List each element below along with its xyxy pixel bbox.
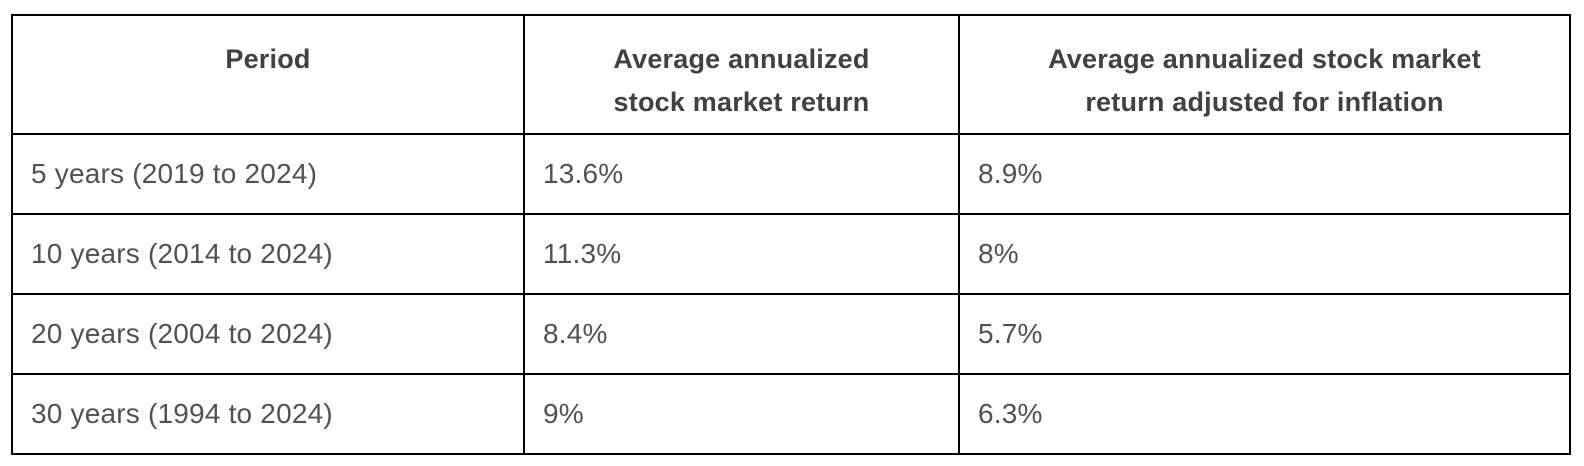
cell-real-return: 6.3% [958, 373, 1571, 455]
header-cell-period: Period [11, 14, 525, 135]
stock-returns-table: Period Average annualized stock market r… [11, 14, 1571, 455]
header-cell-real-return: Average annualized stock market return a… [958, 14, 1571, 135]
cell-real-return: 8.9% [958, 133, 1571, 215]
cell-real-return: 5.7% [958, 293, 1571, 375]
table-header: Period Average annualized stock market r… [11, 14, 1571, 135]
table-row: 20 years (2004 to 2024) 8.4% 5.7% [11, 293, 1571, 375]
cell-period: 10 years (2014 to 2024) [11, 213, 525, 295]
cell-nominal-return: 9% [523, 373, 960, 455]
table-row: 30 years (1994 to 2024) 9% 6.3% [11, 373, 1571, 455]
cell-period: 20 years (2004 to 2024) [11, 293, 525, 375]
cell-nominal-return: 8.4% [523, 293, 960, 375]
header-row: Period Average annualized stock market r… [11, 14, 1571, 135]
table-body: 5 years (2019 to 2024) 13.6% 8.9% 10 yea… [11, 133, 1571, 455]
table-row: 5 years (2019 to 2024) 13.6% 8.9% [11, 133, 1571, 215]
cell-period: 5 years (2019 to 2024) [11, 133, 525, 215]
header-cell-nominal-return: Average annualized stock market return [523, 14, 960, 135]
cell-nominal-return: 11.3% [523, 213, 960, 295]
cell-nominal-return: 13.6% [523, 133, 960, 215]
table-row: 10 years (2014 to 2024) 11.3% 8% [11, 213, 1571, 295]
cell-real-return: 8% [958, 213, 1571, 295]
cell-period: 30 years (1994 to 2024) [11, 373, 525, 455]
